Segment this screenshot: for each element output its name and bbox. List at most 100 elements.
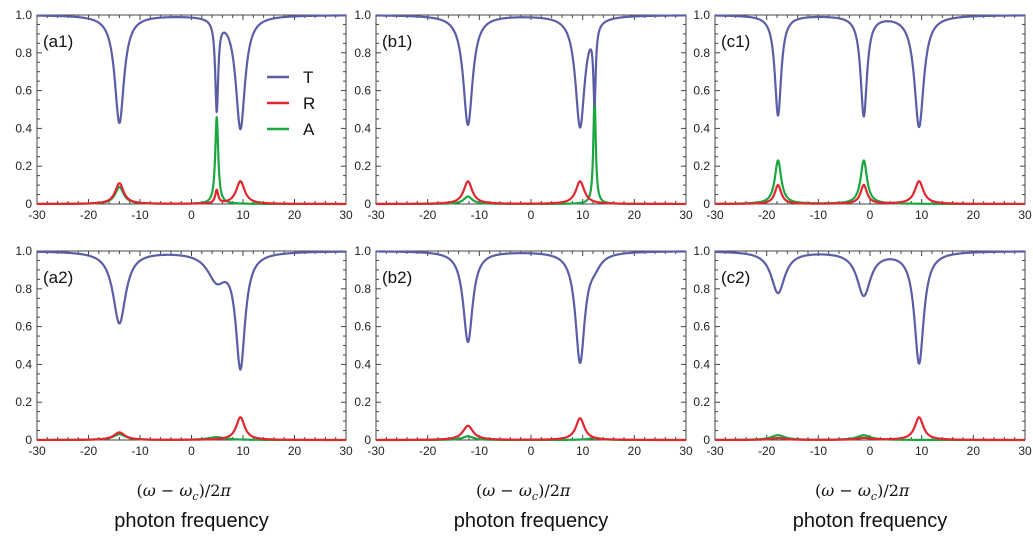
y-tick-label: 1.0	[15, 244, 32, 258]
y-tick-label: 0	[364, 433, 371, 447]
x-tick-label: 0	[528, 444, 535, 458]
x-tick-label: 20	[967, 444, 981, 458]
x-tick-label: 20	[628, 444, 642, 458]
panel-label: (b2)	[382, 268, 412, 287]
y-tick-label: 0	[364, 197, 371, 211]
x-tick-label: 30	[339, 208, 353, 222]
y-tick-label: 1.0	[354, 244, 371, 258]
y-tick-label: 0.8	[15, 46, 32, 60]
y-tick-label: 0.2	[354, 159, 371, 173]
y-tick-label: 0.8	[693, 282, 710, 296]
panel-label: (b1)	[382, 32, 412, 51]
y-tick-label: 0.6	[354, 320, 371, 334]
x-tick-label: -20	[80, 208, 98, 222]
y-tick-label: 0.2	[693, 159, 710, 173]
y-tick-label: 0.6	[693, 84, 710, 98]
series-line-R	[375, 417, 687, 442]
y-tick-label: 0.6	[354, 84, 371, 98]
x-axis-caption: photon frequency	[453, 510, 609, 532]
y-tick-label: 0.8	[693, 46, 710, 60]
chart-panel: -30 -20 -10 0 10 20 30 0 0.2 0.4 0.6 0.8 1.0 (b1)	[354, 8, 693, 222]
x-tick-label: -10	[810, 208, 828, 222]
series-line-R	[36, 416, 347, 442]
plot-frame	[375, 14, 687, 205]
legend-label-T: T	[303, 68, 313, 87]
x-tick-label: 0	[188, 208, 195, 222]
y-tick-label: 0.6	[15, 84, 32, 98]
y-tick-label: 0.2	[693, 395, 710, 409]
x-tick-label: 0	[188, 444, 195, 458]
chart-panel: -30 -20 -10 0 10 20 30 0 0.2 0.4 0.6 0.8 1.0 (a1) TRA	[15, 8, 353, 222]
y-tick-label: 0.2	[15, 159, 32, 173]
x-tick-label: -20	[80, 444, 98, 458]
chart-panel: -30 -20 -10 0 10 20 30 0 0.2 0.4 0.6 0.8 1.0 (b2)	[354, 244, 693, 458]
x-axis-formula: (ω − ωc)/2π	[476, 481, 571, 504]
series-line-R	[375, 180, 687, 206]
x-tick-label: -30	[28, 444, 46, 458]
x-tick-label: 20	[967, 208, 981, 222]
panel-label: (a2)	[43, 268, 73, 287]
series-line-A	[375, 95, 687, 206]
y-tick-label: 0	[703, 197, 710, 211]
x-axis-caption: photon frequency	[114, 510, 269, 532]
y-tick-label: 0.6	[15, 320, 32, 334]
y-tick-label: 0	[703, 433, 710, 447]
x-tick-label: -30	[367, 444, 385, 458]
x-tick-label: 30	[679, 208, 693, 222]
panel-label: (a1)	[43, 32, 73, 51]
x-tick-label: 20	[288, 444, 302, 458]
plot-frame	[375, 250, 687, 441]
y-tick-label: 0.4	[15, 121, 32, 135]
series-line-T	[36, 14, 347, 131]
y-tick-label: 0.2	[15, 395, 32, 409]
x-tick-label: 20	[628, 208, 642, 222]
chart-panel: -30 -20 -10 0 10 20 30 0 0.2 0.4 0.6 0.8 1.0 (a2)	[15, 244, 353, 458]
panel-label: (c1)	[721, 32, 750, 51]
x-tick-label: -30	[367, 208, 385, 222]
x-tick-label: -20	[758, 444, 776, 458]
x-tick-label: -30	[28, 208, 46, 222]
plot-frame	[36, 250, 347, 441]
x-axis-formula: (ω − ωc)/2π	[136, 481, 231, 504]
x-tick-label: -30	[706, 444, 724, 458]
chart-panel: -30 -20 -10 0 10 20 30 0 0.2 0.4 0.6 0.8 1.0 (c1)	[693, 8, 1032, 222]
y-tick-label: 1.0	[693, 8, 710, 22]
chart-panel: -30 -20 -10 0 10 20 30 0 0.2 0.4 0.6 0.8 1.0 (c2)	[693, 244, 1032, 458]
series-line-A	[36, 116, 347, 206]
series-line-T	[714, 14, 1026, 129]
y-tick-label: 0.8	[354, 46, 371, 60]
y-tick-label: 0	[25, 433, 32, 447]
x-tick-label: 10	[915, 208, 929, 222]
x-tick-label: -10	[131, 444, 149, 458]
y-tick-label: 0.4	[15, 357, 32, 371]
x-tick-label: -20	[419, 208, 437, 222]
series-line-R	[714, 180, 1026, 206]
x-tick-label: -10	[471, 444, 489, 458]
x-tick-label: -10	[131, 208, 149, 222]
y-tick-label: 0.4	[354, 121, 371, 135]
x-tick-label: 30	[339, 444, 353, 458]
y-tick-label: 0.4	[693, 357, 710, 371]
y-tick-label: 0	[25, 197, 32, 211]
panel-label: (c2)	[721, 268, 750, 287]
y-tick-label: 1.0	[693, 244, 710, 258]
x-tick-label: 0	[867, 208, 874, 222]
x-tick-label: 0	[528, 208, 535, 222]
legend: TRA	[267, 68, 315, 139]
x-tick-label: 10	[576, 208, 590, 222]
y-tick-label: 0.8	[354, 282, 371, 296]
x-axis-caption: photon frequency	[792, 510, 948, 532]
x-tick-label: -20	[758, 208, 776, 222]
y-tick-label: 0.2	[354, 395, 371, 409]
series-line-T	[714, 250, 1026, 365]
x-tick-label: 0	[867, 444, 874, 458]
y-tick-label: 0.8	[15, 282, 32, 296]
x-tick-label: 10	[236, 444, 250, 458]
series-line-R	[714, 416, 1026, 442]
x-tick-label: 30	[679, 444, 693, 458]
legend-label-A: A	[303, 120, 315, 139]
x-tick-label: 10	[236, 208, 250, 222]
series-line-T	[36, 250, 347, 371]
y-tick-label: 0.4	[354, 357, 371, 371]
